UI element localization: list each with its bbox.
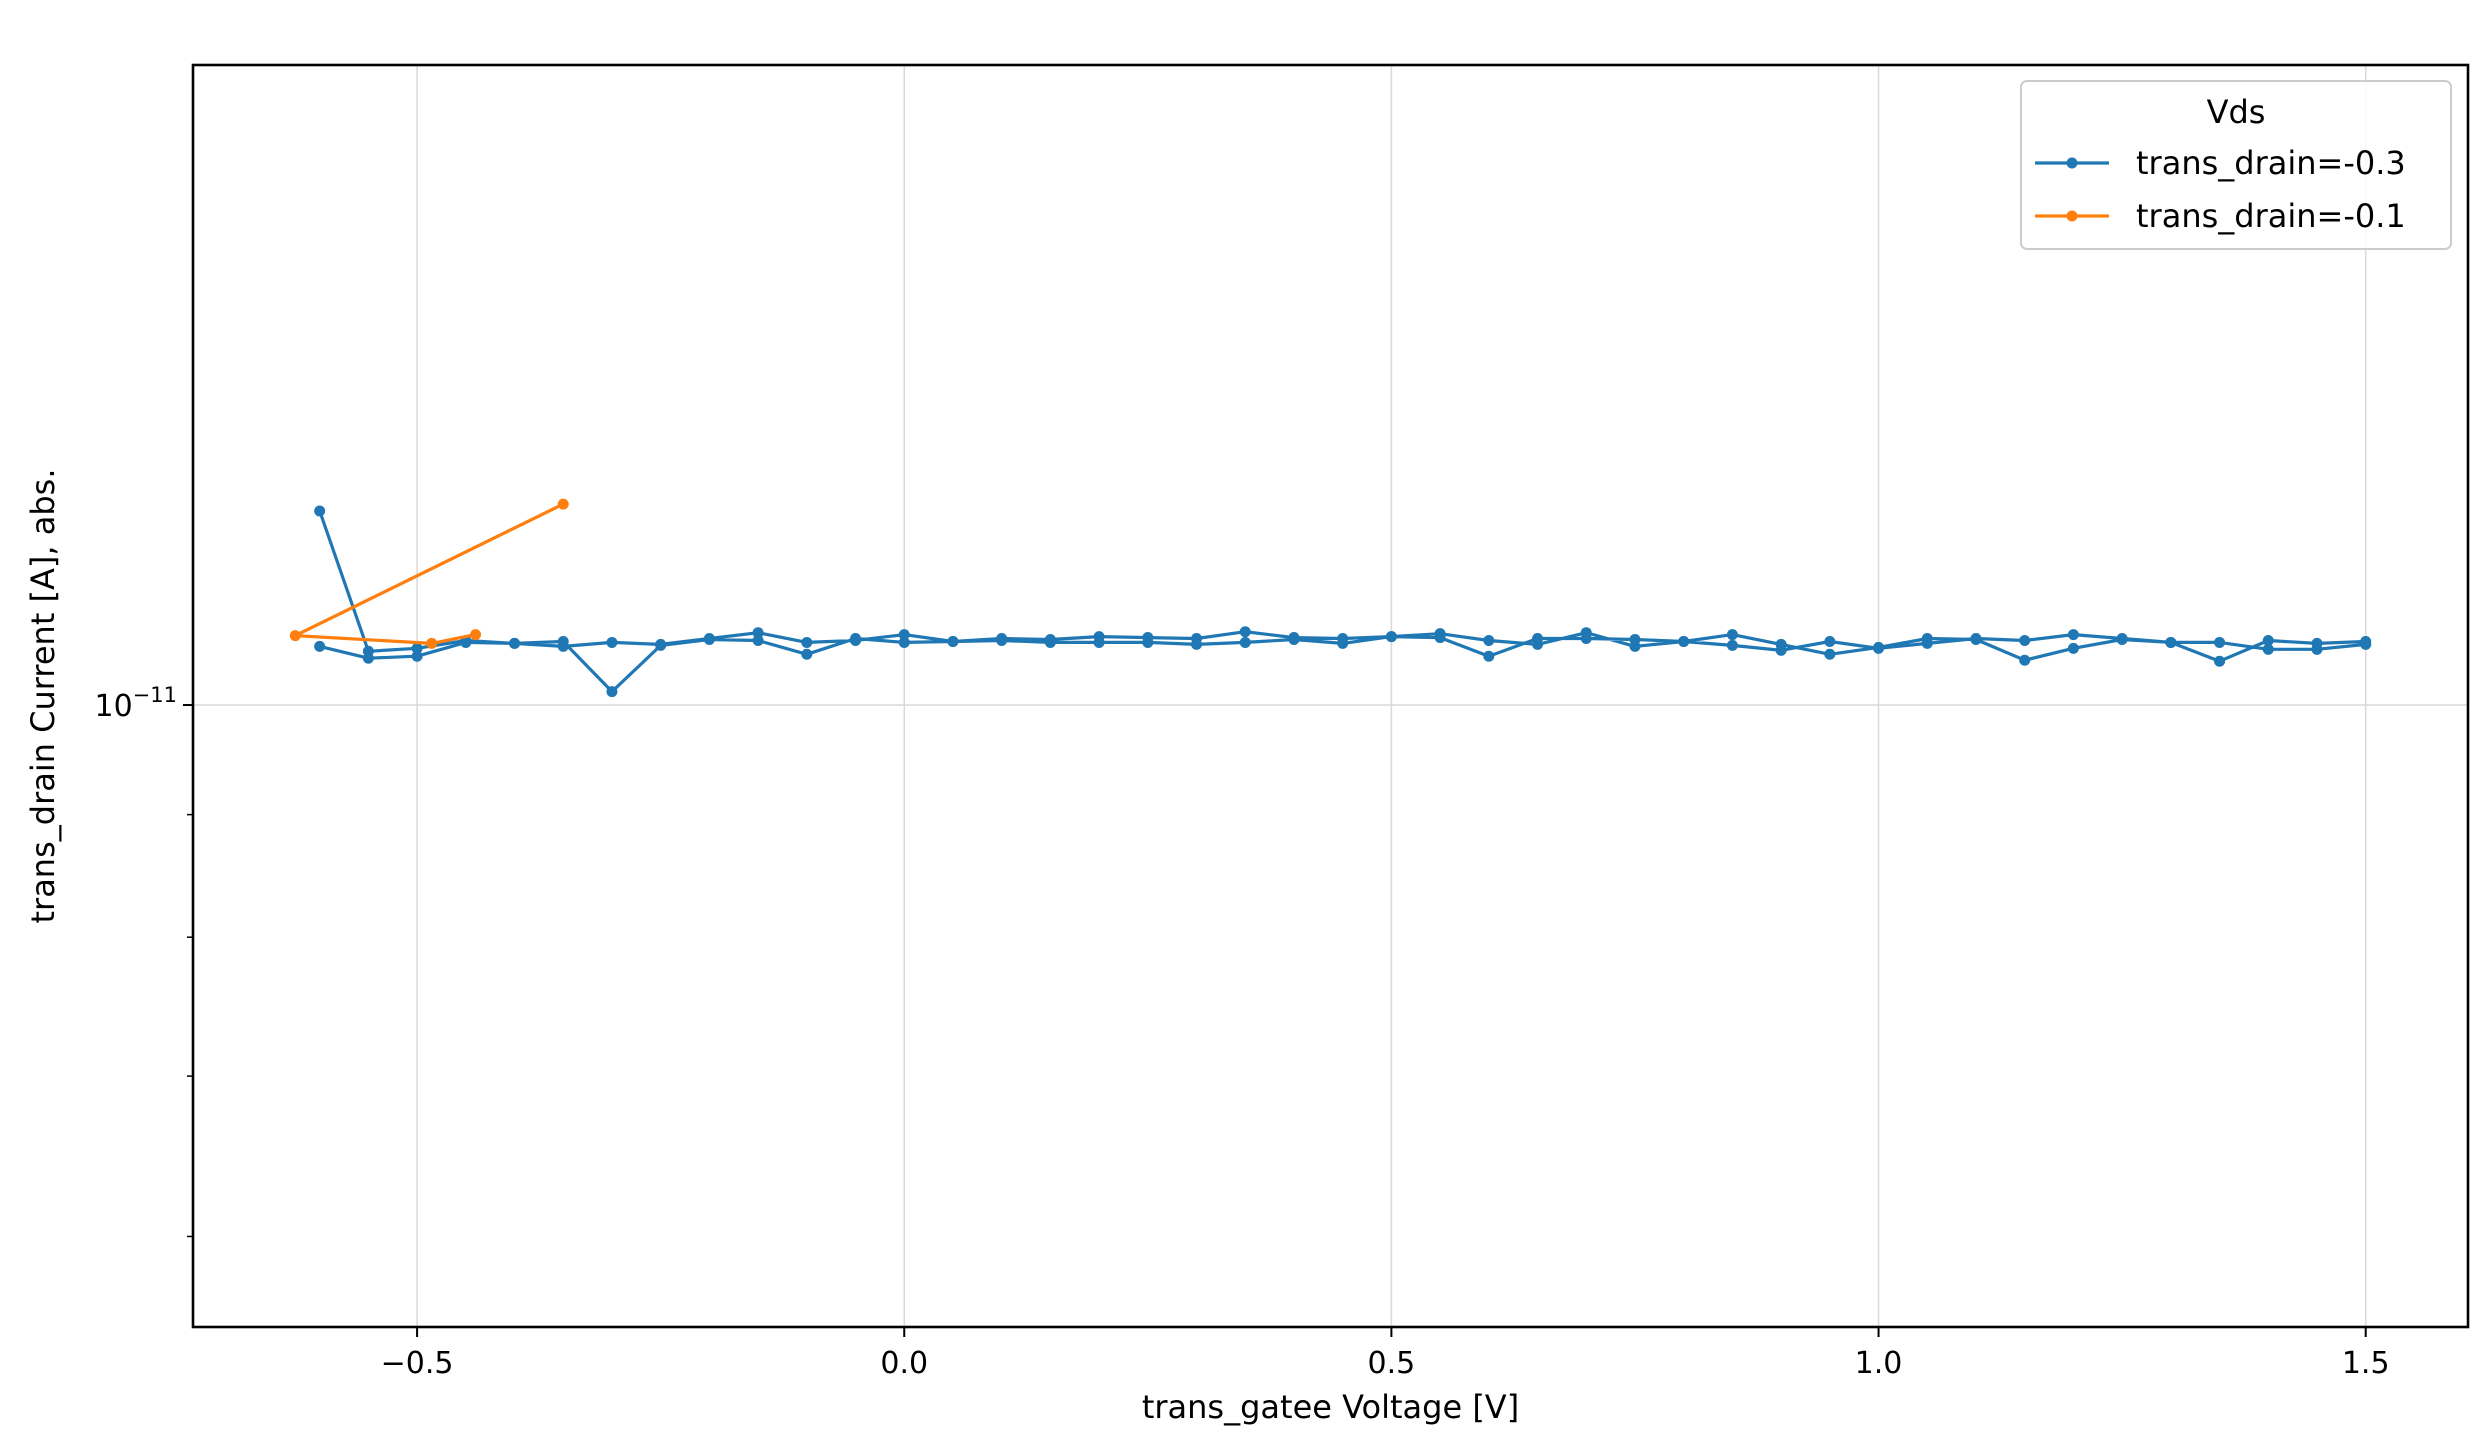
data-point xyxy=(289,630,301,642)
y-axis-label: trans_drain Current [A], abs. xyxy=(24,468,62,923)
data-point xyxy=(1288,634,1300,646)
x-tick-label: 1.5 xyxy=(2342,1346,2390,1381)
data-point xyxy=(655,639,667,651)
x-tick-label: 0.5 xyxy=(1368,1346,1416,1381)
data-point xyxy=(509,637,521,649)
data-point xyxy=(1385,631,1397,643)
data-point xyxy=(801,648,813,660)
data-point xyxy=(2019,634,2031,646)
data-point xyxy=(1824,635,1836,647)
data-point xyxy=(1483,634,1495,646)
data-point xyxy=(1434,632,1446,644)
data-point xyxy=(606,636,618,648)
data-point xyxy=(1239,636,1251,648)
data-point xyxy=(996,634,1008,646)
data-point xyxy=(1044,636,1056,648)
legend: Vds trans_drain=-0.3 trans_drain=-0.1 xyxy=(2020,80,2452,250)
data-point xyxy=(606,686,618,698)
x-tick-label: 0.0 xyxy=(880,1346,928,1381)
x-tick-label: 1.0 xyxy=(1855,1346,1903,1381)
data-point xyxy=(898,636,910,648)
grid-layer xyxy=(193,65,2468,1327)
data-point xyxy=(1726,629,1738,641)
data-point xyxy=(752,634,764,646)
data-point xyxy=(314,505,326,517)
data-point xyxy=(1337,637,1349,649)
legend-swatch-marker xyxy=(2066,157,2078,169)
data-point xyxy=(1678,635,1690,647)
data-point xyxy=(1970,633,1982,645)
data-point xyxy=(2262,634,2274,646)
legend-title: Vds xyxy=(2207,93,2266,131)
data-point xyxy=(2165,636,2177,648)
data-point xyxy=(2311,637,2323,649)
legend-swatch-marker xyxy=(2066,210,2078,222)
data-point xyxy=(2262,643,2274,655)
data-point xyxy=(1239,626,1251,638)
x-axis-label: trans_gatee Voltage [V] xyxy=(1142,1388,1519,1426)
x-tick-label: −0.5 xyxy=(381,1346,454,1381)
data-point xyxy=(2360,635,2372,647)
data-point xyxy=(557,635,569,647)
data-point xyxy=(1921,637,1933,649)
data-point xyxy=(752,627,764,639)
data-point xyxy=(1824,648,1836,660)
series-line-2 xyxy=(293,502,564,646)
y-tick-label: 10−11 xyxy=(94,683,177,724)
data-point xyxy=(1483,650,1495,662)
legend-box xyxy=(2020,80,2452,250)
data-point xyxy=(801,636,813,648)
data-point xyxy=(1726,639,1738,651)
legend-entry-label: trans_drain=-0.3 xyxy=(2136,144,2406,182)
data-point xyxy=(314,640,326,652)
data-point xyxy=(362,645,374,657)
data-point xyxy=(1142,636,1154,648)
data-point xyxy=(2214,636,2226,648)
data-point xyxy=(426,637,438,649)
ticks-layer: −0.5 0.0 0.5 1.0 1.5 10−11 xyxy=(94,683,2390,1381)
data-point xyxy=(1629,634,1641,646)
data-point xyxy=(557,498,569,510)
data-point xyxy=(2067,642,2079,654)
data-point xyxy=(411,650,423,662)
data-point xyxy=(1191,638,1203,650)
data-point xyxy=(1532,633,1544,645)
data-point xyxy=(898,629,910,641)
data-point xyxy=(947,635,959,647)
plot-area-frame xyxy=(191,63,2470,1329)
data-point xyxy=(2019,654,2031,666)
data-point xyxy=(1093,636,1105,648)
data-point xyxy=(470,629,482,641)
data-point xyxy=(1873,642,1885,654)
data-point xyxy=(1775,644,1787,656)
legend-entry-label: trans_drain=-0.1 xyxy=(2136,197,2406,235)
data-point xyxy=(1580,633,1592,645)
data-point xyxy=(2214,655,2226,667)
data-point xyxy=(411,642,423,654)
series-layer xyxy=(289,498,2372,698)
data-point xyxy=(850,633,862,645)
data-point xyxy=(2067,629,2079,641)
data-point xyxy=(703,634,715,646)
data-point xyxy=(2116,633,2128,645)
